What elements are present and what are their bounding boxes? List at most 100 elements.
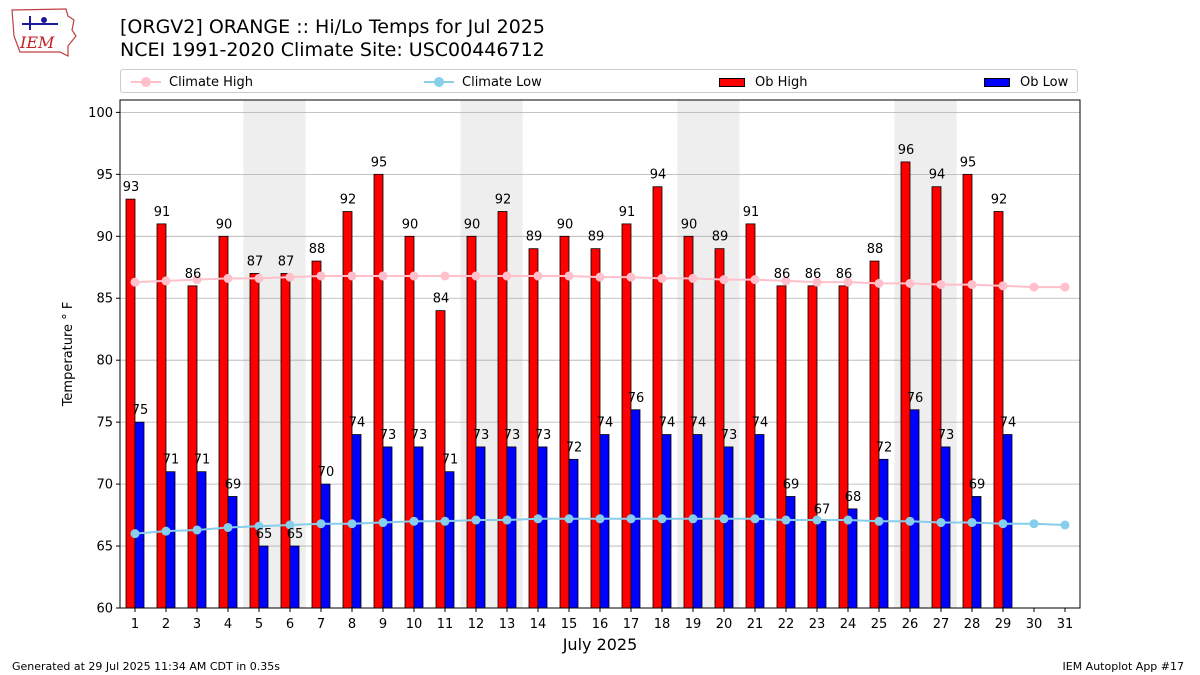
x-axis-label: July 2025	[562, 635, 638, 654]
x-tick-label: 5	[255, 617, 263, 632]
climate-low-point	[874, 516, 884, 526]
climate-high-point	[967, 280, 977, 290]
ob-high-label: 88	[867, 242, 884, 257]
climate-high-point	[440, 271, 450, 281]
ob-low-bar	[940, 446, 951, 609]
climate-low-point	[905, 516, 915, 526]
x-tick-label: 3	[193, 617, 201, 632]
ob-high-label: 84	[433, 292, 450, 307]
ob-low-bar	[506, 446, 517, 609]
x-tick-label: 20	[716, 617, 733, 632]
ob-high-label: 90	[464, 217, 481, 232]
x-tick-label: 8	[348, 617, 356, 632]
ob-high-label: 88	[309, 242, 326, 257]
climate-high-point	[1029, 282, 1039, 292]
ob-high-label: 87	[247, 254, 264, 269]
ob-high-label: 87	[278, 254, 295, 269]
climate-high-point	[564, 271, 574, 281]
climate-high-point	[595, 272, 605, 282]
ob-low-label: 76	[628, 391, 645, 406]
ob-low-label: 74	[597, 416, 614, 431]
ob-high-bar	[466, 235, 477, 609]
ob-high-bar	[807, 285, 818, 609]
climate-high-point	[161, 276, 171, 286]
ob-low-bar	[909, 409, 920, 609]
footer-generated: Generated at 29 Jul 2025 11:34 AM CDT in…	[12, 660, 280, 673]
climate-low-point	[1060, 520, 1070, 530]
ob-high-bar	[838, 285, 849, 609]
ob-high-bar	[962, 173, 973, 609]
ob-high-label: 90	[216, 217, 233, 232]
chart-title: [ORGV2] ORANGE :: Hi/Lo Temps for Jul 20…	[120, 16, 545, 38]
ob-high-label: 89	[588, 230, 605, 245]
ob-low-label: 67	[814, 502, 831, 517]
climate-high-point	[750, 275, 760, 285]
x-tick-label: 2	[162, 617, 170, 632]
ob-high-swatch	[719, 77, 745, 87]
ob-high-label: 94	[650, 168, 667, 183]
x-tick-label: 18	[654, 617, 671, 632]
climate-high-point	[936, 280, 946, 290]
climate-low-point	[409, 516, 419, 526]
ob-high-bar	[404, 235, 415, 609]
climate-low-point	[626, 514, 636, 524]
ob-low-label: 73	[938, 428, 955, 443]
ob-low-label: 73	[411, 428, 428, 443]
climate-low-point	[750, 514, 760, 524]
ob-low-bar	[816, 520, 827, 609]
ob-high-label: 90	[402, 217, 419, 232]
ob-high-bar	[900, 161, 911, 609]
ob-high-bar	[311, 260, 322, 609]
climate-high-point	[254, 273, 264, 283]
ob-high-label: 93	[123, 180, 140, 195]
climate-high-point	[130, 277, 140, 287]
ob-low-label: 68	[845, 490, 862, 505]
footer-app: IEM Autoplot App #17	[1062, 660, 1185, 673]
x-tick-label: 7	[317, 617, 325, 632]
climate-high-point	[657, 273, 667, 283]
ob-high-bar	[869, 260, 880, 609]
x-tick-label: 12	[468, 617, 485, 632]
ob-low-label: 73	[380, 428, 397, 443]
y-tick-label: 85	[96, 292, 113, 307]
climate-high-point	[626, 272, 636, 282]
climate-low-point	[533, 514, 543, 524]
x-tick-label: 21	[747, 617, 764, 632]
climate-low-point	[223, 522, 233, 532]
ob-high-label: 91	[619, 205, 636, 220]
climate-low-point	[130, 529, 140, 539]
y-tick-label: 90	[96, 230, 113, 245]
climate-high-point	[781, 276, 791, 286]
svg-text:IEM: IEM	[19, 33, 55, 52]
ob-high-label: 95	[960, 155, 977, 170]
ob-high-label: 86	[774, 267, 791, 282]
ob-high-bar	[993, 211, 1004, 609]
legend-climate-low: Climate Low	[424, 73, 542, 91]
climate-low-point	[719, 514, 729, 524]
climate-low-point	[502, 515, 512, 525]
x-tick-label: 31	[1057, 617, 1074, 632]
ob-low-label: 74	[349, 416, 366, 431]
x-tick-label: 16	[592, 617, 609, 632]
x-tick-label: 11	[437, 617, 454, 632]
climate-low-point	[936, 518, 946, 528]
ob-low-bar	[413, 446, 424, 609]
climate-low-point	[564, 514, 574, 524]
climate-high-point	[533, 271, 543, 281]
ob-low-label: 69	[225, 477, 242, 492]
climate-high-point	[688, 273, 698, 283]
ob-high-bar	[497, 211, 508, 609]
ob-low-label: 72	[566, 440, 583, 455]
x-tick-label: 10	[406, 617, 423, 632]
x-tick-label: 17	[623, 617, 640, 632]
ob-low-bar	[196, 471, 207, 609]
ob-high-label: 92	[495, 193, 512, 208]
ob-high-label: 89	[526, 230, 543, 245]
x-tick-label: 24	[840, 617, 857, 632]
x-tick-label: 29	[995, 617, 1012, 632]
ob-low-label: 70	[318, 465, 335, 480]
ob-low-label: 69	[969, 477, 986, 492]
ob-high-bar	[280, 273, 291, 609]
climate-low-point	[1029, 519, 1039, 529]
ob-high-label: 86	[185, 267, 202, 282]
